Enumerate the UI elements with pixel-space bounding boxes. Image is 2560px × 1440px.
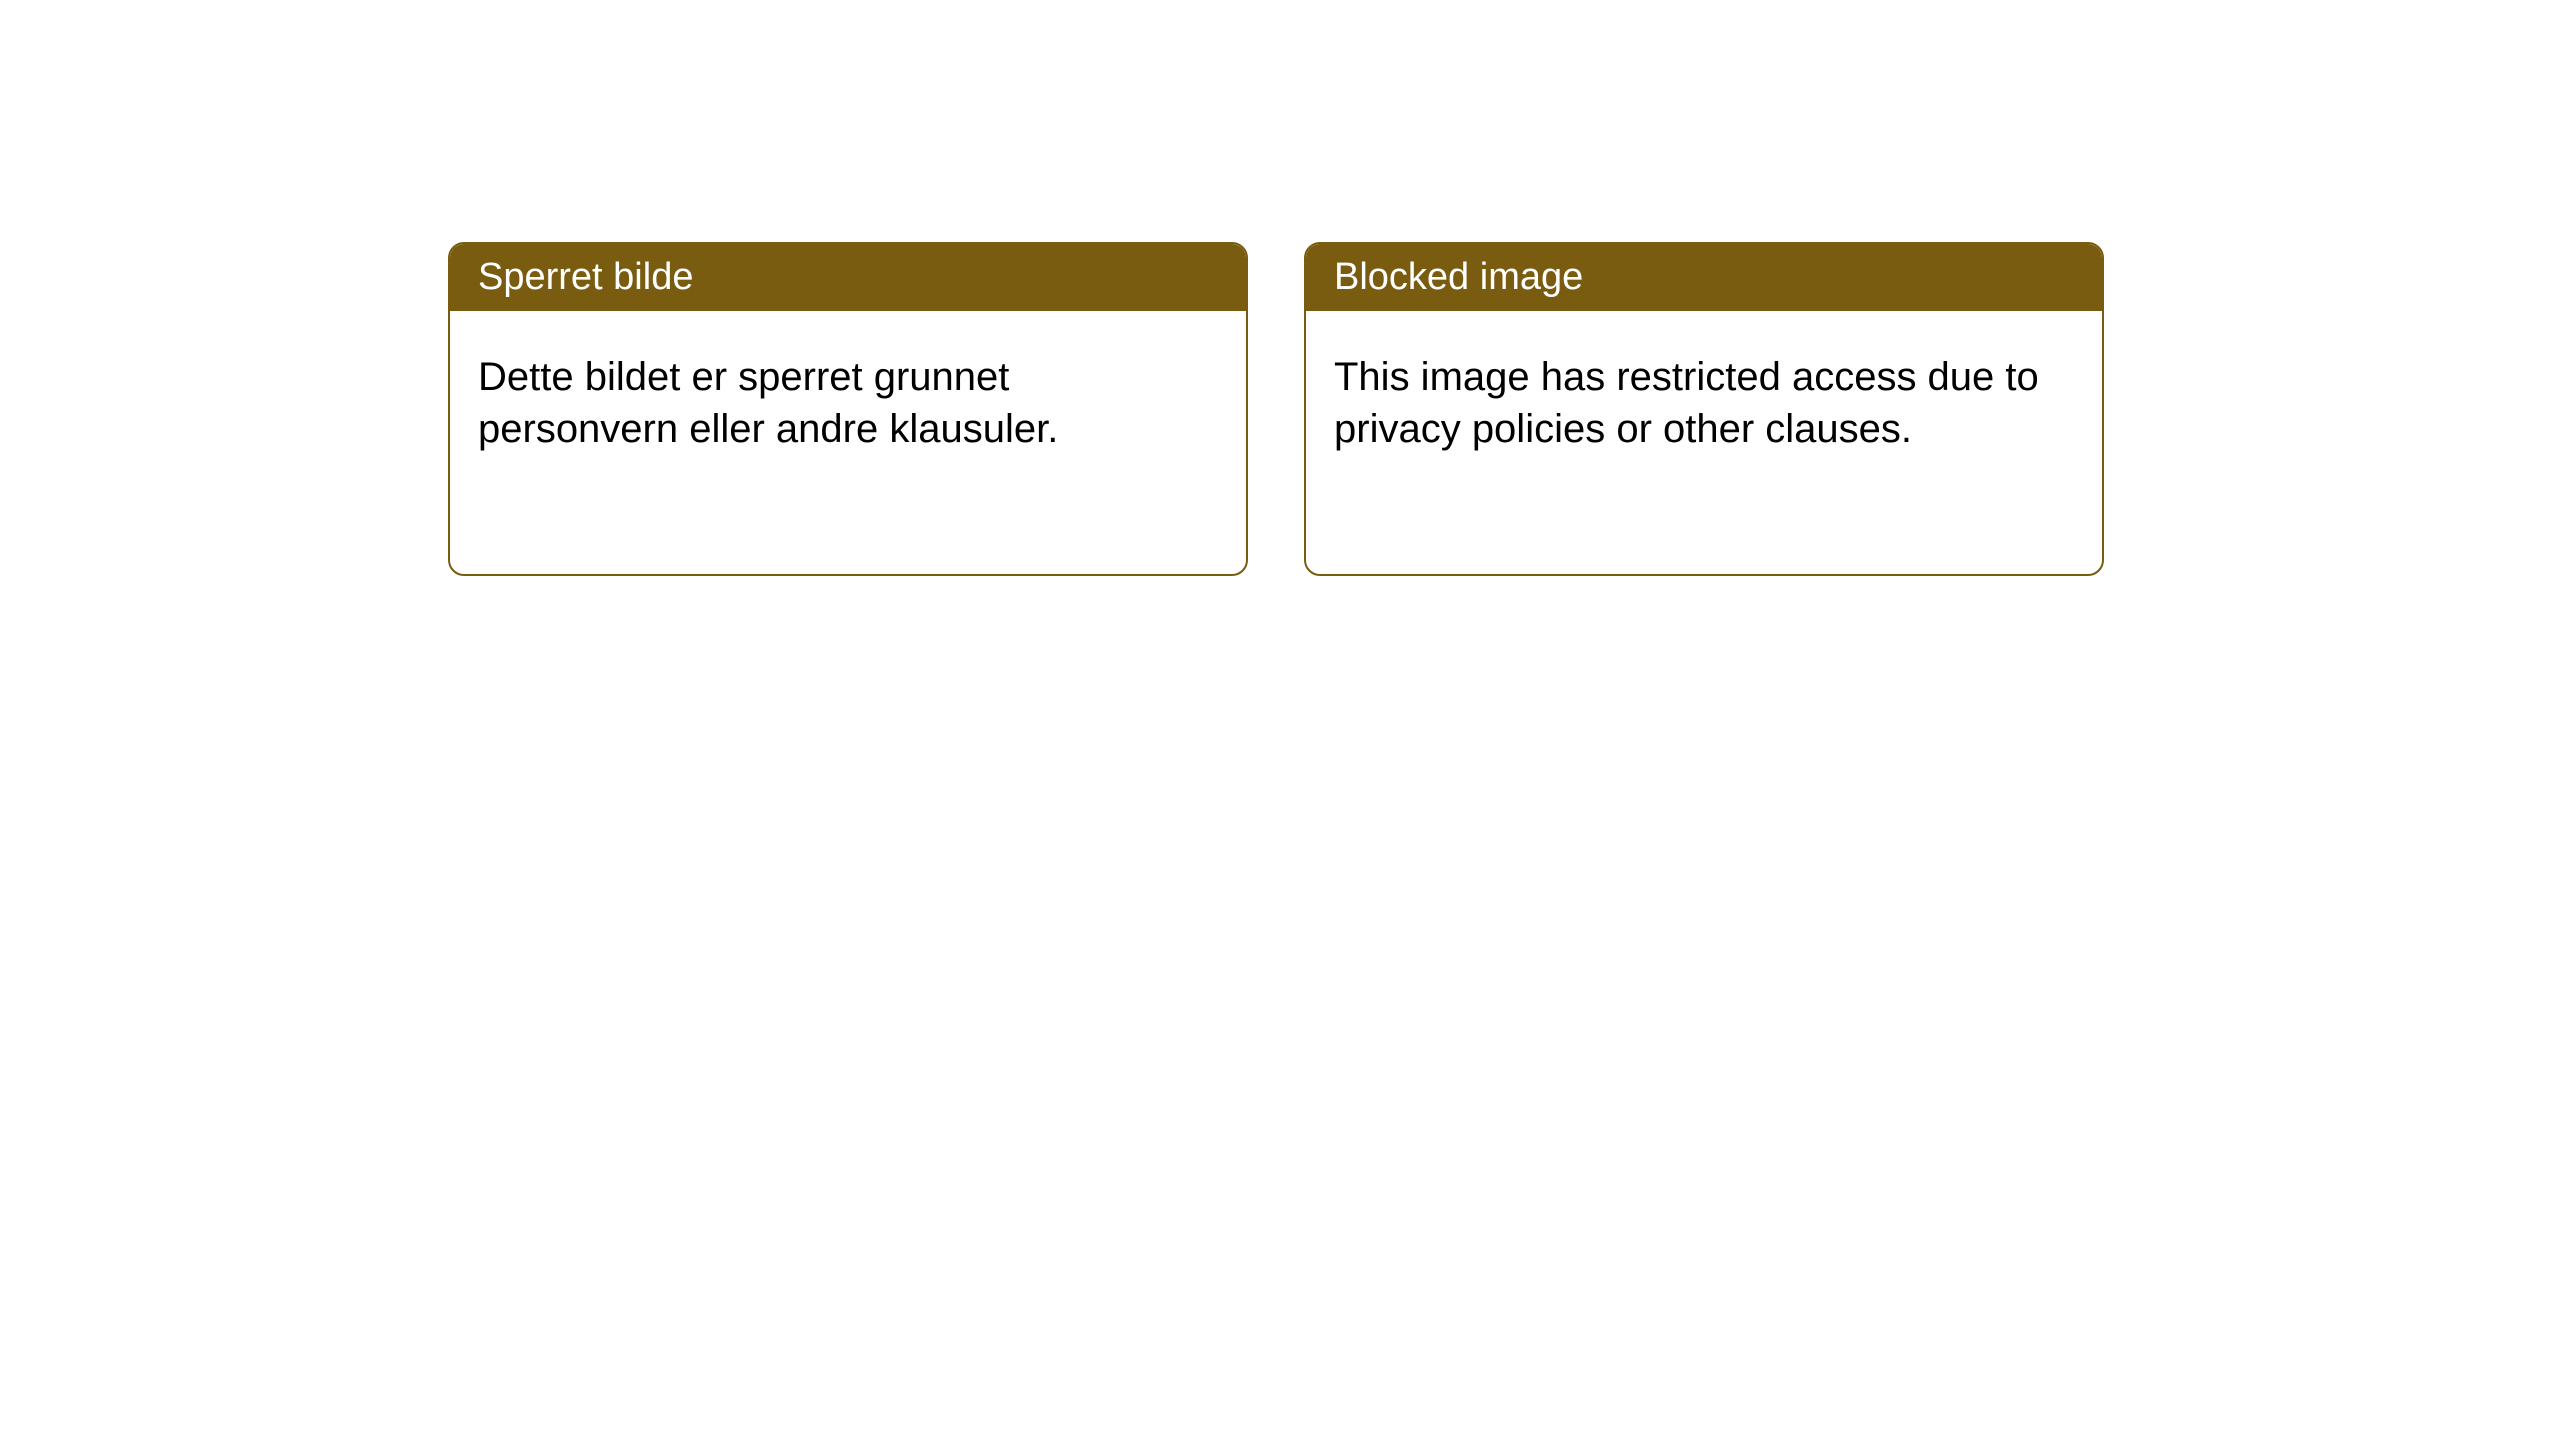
card-body: This image has restricted access due to …	[1306, 311, 2102, 495]
card-header: Blocked image	[1306, 244, 2102, 311]
card-body-text: Dette bildet er sperret grunnet personve…	[478, 355, 1058, 451]
card-header: Sperret bilde	[450, 244, 1246, 311]
card-body-text: This image has restricted access due to …	[1334, 355, 2039, 451]
notice-card-english: Blocked image This image has restricted …	[1304, 242, 2104, 576]
notice-cards-container: Sperret bilde Dette bildet er sperret gr…	[448, 242, 2104, 576]
card-title: Blocked image	[1334, 256, 1583, 298]
notice-card-norwegian: Sperret bilde Dette bildet er sperret gr…	[448, 242, 1248, 576]
card-title: Sperret bilde	[478, 256, 693, 298]
card-body: Dette bildet er sperret grunnet personve…	[450, 311, 1246, 495]
